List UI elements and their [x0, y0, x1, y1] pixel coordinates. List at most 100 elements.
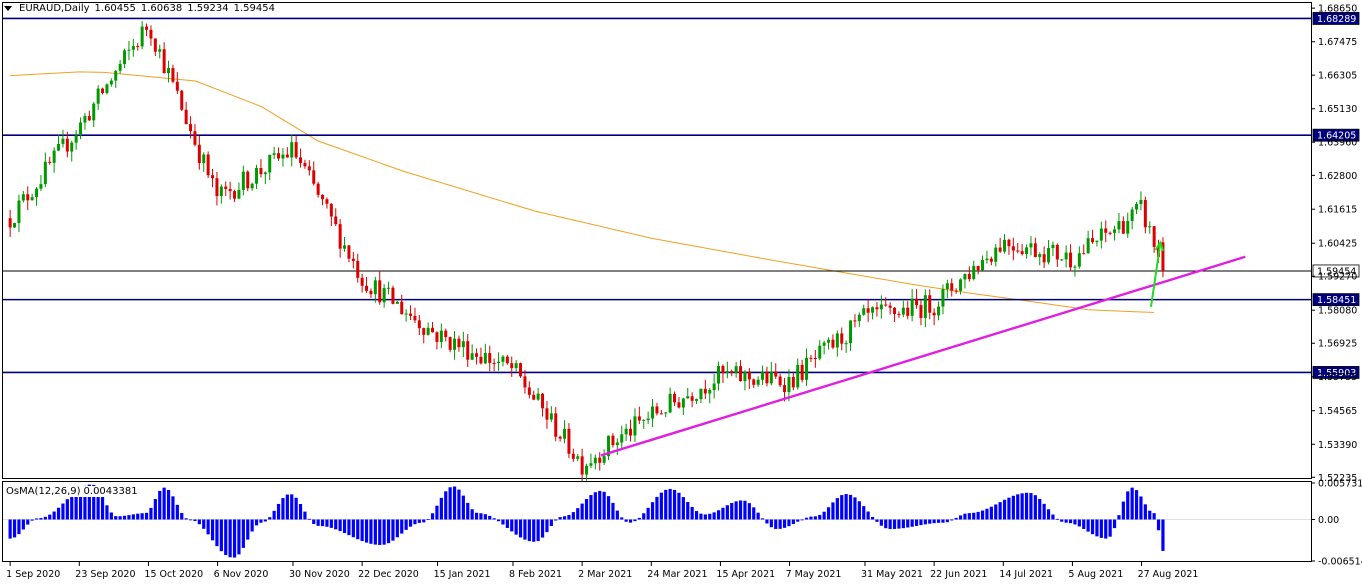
osma-bar — [826, 507, 831, 520]
osma-bar — [1064, 519, 1068, 523]
dropdown-triangle-icon[interactable] — [4, 6, 12, 11]
osma-bar — [74, 491, 78, 520]
price-axis: 1.68650 1.67475 1.66305 1.65130 1.63960 1.628… — [1311, 4, 1357, 484]
osma-bar — [307, 518, 311, 520]
osma-tick-label: -0.006514 — [1318, 557, 1362, 568]
osma-bar — [1086, 519, 1090, 532]
bear-candle — [184, 109, 188, 125]
bear-candle — [189, 124, 193, 132]
osma-bar — [166, 490, 171, 520]
bull-candle — [255, 167, 259, 184]
bull-candle — [1025, 247, 1029, 255]
time-tick-label: 22 Dec 2020 — [358, 569, 419, 580]
osma-bar — [831, 502, 835, 520]
bear-candle — [431, 327, 435, 333]
osma-bar — [655, 496, 659, 520]
bull-candle — [83, 116, 87, 123]
bear-candle — [813, 357, 817, 359]
bull-candle — [387, 287, 391, 289]
osma-bar — [1148, 510, 1152, 520]
bear-candle — [303, 162, 307, 167]
osma-bar — [105, 505, 109, 520]
bull-candle — [589, 463, 593, 466]
bull-candle — [712, 383, 716, 390]
osma-bar — [532, 519, 536, 542]
osma-bar — [162, 487, 166, 520]
osma-bar — [294, 497, 298, 520]
bull-candle — [497, 361, 501, 364]
osma-bar — [958, 515, 963, 520]
level-price-label: 1.68289 — [1317, 14, 1356, 25]
osma-bar — [787, 519, 791, 527]
osma-bar — [760, 518, 765, 520]
bull-candle — [57, 143, 61, 151]
moving-average-layer — [10, 71, 1155, 313]
bull-candle — [642, 419, 646, 421]
bull-candle — [849, 320, 853, 344]
bear-candle — [378, 280, 382, 303]
osma-bar — [246, 519, 250, 540]
bull-candle — [844, 343, 848, 345]
osma-bar — [576, 508, 580, 520]
support-trendline — [600, 255, 1246, 457]
osma-bar — [206, 519, 210, 535]
bull-candle — [787, 376, 791, 393]
level-price-box — [1312, 128, 1360, 142]
bear-candle — [1091, 238, 1095, 243]
osma-bar — [404, 519, 408, 530]
bull-candle — [13, 222, 17, 228]
bear-candle — [417, 320, 421, 329]
bull-candle — [1139, 199, 1143, 204]
bear-candle — [400, 301, 404, 315]
bear-candle — [655, 406, 659, 414]
osma-bar — [488, 515, 492, 520]
osma-bar — [1090, 519, 1095, 535]
bear-candle — [510, 363, 514, 369]
bear-candle — [519, 363, 523, 377]
osma-bar — [738, 500, 743, 520]
osma-bar — [1007, 497, 1011, 520]
osma-bar — [501, 519, 505, 525]
osma-bar — [646, 507, 650, 520]
bull-candle — [426, 327, 430, 335]
time-tick-label: 27 Aug 2021 — [1138, 569, 1199, 580]
bull-candle — [30, 197, 34, 201]
osma-bar — [606, 496, 611, 520]
osma-bar — [659, 492, 663, 520]
osma-bar — [259, 519, 263, 523]
osma-bar — [769, 519, 773, 528]
osma-bar — [932, 519, 936, 524]
bull-candle — [1099, 228, 1103, 241]
bear-candle — [171, 68, 175, 82]
osma-bar — [694, 511, 699, 520]
open-value: 1.60455 — [94, 3, 136, 14]
osma-bar — [743, 500, 747, 520]
osma-bar — [1121, 501, 1125, 520]
osma-bar — [193, 519, 197, 522]
osma-bar — [540, 519, 545, 538]
bear-candle — [409, 313, 413, 316]
bull-candle — [461, 341, 465, 348]
bear-candle — [677, 402, 681, 408]
osma-bar — [298, 503, 303, 520]
bull-candle — [576, 456, 580, 459]
osma-bar — [219, 519, 223, 552]
price-tick-label: 1.54565 — [1318, 406, 1357, 417]
bull-candle — [668, 393, 672, 413]
bull-candle — [1064, 252, 1068, 260]
osma-bar — [479, 513, 483, 520]
osma-bar — [483, 514, 487, 520]
bear-candle — [765, 371, 769, 384]
bull-candle — [1113, 229, 1117, 233]
bear-candle — [422, 328, 426, 335]
bull-candle — [290, 142, 294, 158]
bear-candle — [580, 456, 584, 475]
osma-bar — [536, 519, 540, 542]
bull-candle — [167, 68, 171, 74]
osma-bar — [840, 495, 844, 520]
bull-candle — [1038, 254, 1042, 258]
osma-bar — [171, 496, 175, 520]
time-tick-label: 30 Nov 2020 — [289, 569, 350, 580]
osma-bar — [39, 518, 43, 520]
